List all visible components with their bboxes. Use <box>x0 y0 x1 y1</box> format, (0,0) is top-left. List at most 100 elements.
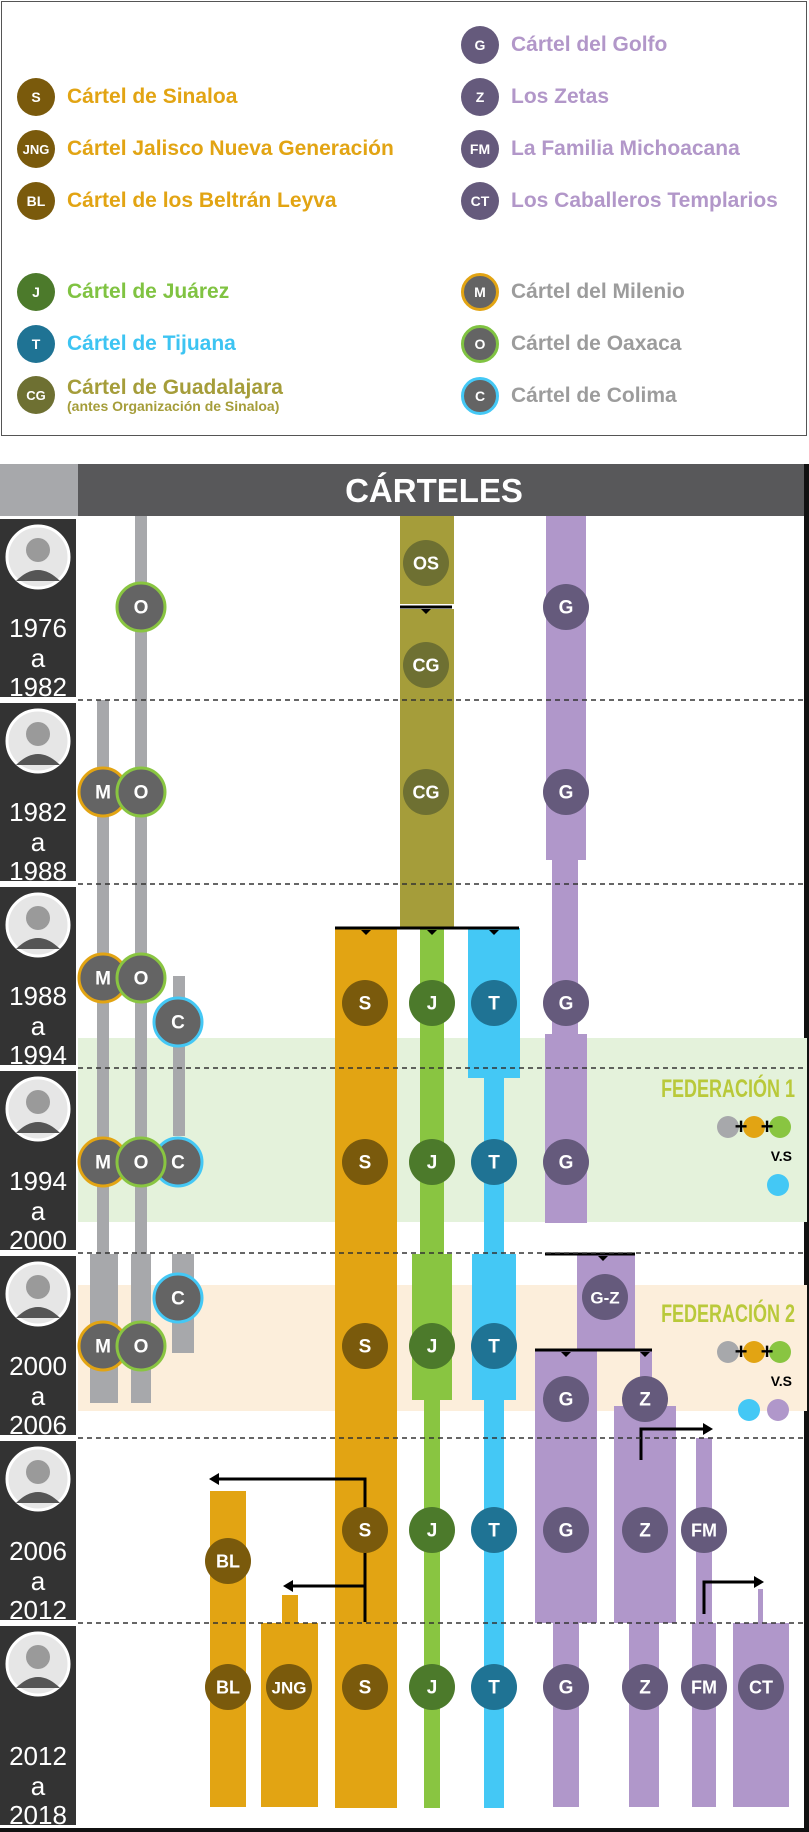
juarez-node-1994 <box>409 1139 455 1185</box>
juarez-node-1994-label: J <box>427 1153 438 1174</box>
fed1-dot-gray <box>717 1116 739 1138</box>
cjng-arrow-head <box>283 1580 293 1592</box>
os-node <box>403 540 449 586</box>
colima-node-1988-label: C <box>171 1013 185 1034</box>
zetas-node-2012-label: Z <box>639 1678 651 1699</box>
portrait-body-1 <box>16 570 60 581</box>
golfo-node-2012-label: G <box>559 1678 574 1699</box>
beltran-badge: BL <box>17 182 55 220</box>
sinaloa-node-1994-label: S <box>359 1153 372 1174</box>
guadalajara-badge: CG <box>17 376 55 414</box>
golfo-zetas-split-tick <box>561 1352 571 1357</box>
period-5-from: 2000 <box>9 1351 67 1381</box>
milenio-node-1994-label: M <box>95 1153 111 1174</box>
sinaloa-node-2012 <box>342 1664 388 1710</box>
golfo-zetas-node <box>582 1274 628 1320</box>
legend-label-beltran: Cártel de los Beltrán Leyva <box>67 189 337 212</box>
golfo-bar-2012 <box>553 1623 579 1807</box>
legend-label-milenio: Cártel del Milenio <box>511 280 685 303</box>
legend: G Cártel del Golfo S Cártel de Sinaloa Z… <box>1 1 807 436</box>
familia-node-2006-label: FM <box>691 1521 717 1541</box>
milenio-node-1988-label: M <box>95 969 111 990</box>
period-1-from: 1976 <box>9 613 67 643</box>
legend-item-colima: C Cártel de Colima <box>461 377 677 415</box>
period-3-to: 1994 <box>9 1040 67 1070</box>
portrait-head-7 <box>26 1645 50 1669</box>
tijuana-node-2006 <box>471 1507 517 1553</box>
familia-node-2012 <box>681 1664 727 1710</box>
cg-node-1982-label: CG <box>413 783 440 803</box>
tijuana-node-2006-label: T <box>488 1521 500 1542</box>
legend-item-oaxaca: O Cártel de Oaxaca <box>461 325 681 363</box>
oaxaca-node-2000 <box>115 1320 167 1372</box>
sinaloa-node-1988-label: S <box>359 994 372 1015</box>
golfo-node-1994-label: G <box>559 1153 574 1174</box>
juarez-node-2000 <box>409 1323 455 1369</box>
guadalajara-title: Cártel de Guadalajara <box>67 375 283 399</box>
beltran-node-2006-label: BL <box>216 1552 240 1572</box>
period-6-from: 2006 <box>9 1536 67 1566</box>
legend-label-tijuana: Cártel de Tijuana <box>67 332 236 355</box>
golfo-node-2012 <box>543 1664 589 1710</box>
portrait-body-7 <box>16 1677 60 1688</box>
legend-item-beltran: BL Cártel de los Beltrán Leyva <box>17 182 337 220</box>
federacion2-vs: V.S <box>771 1373 792 1389</box>
oaxaca-node-1988 <box>115 952 167 1004</box>
cjng-node-2012-label: JNG <box>272 1679 307 1698</box>
portrait-head-6 <box>26 1460 50 1484</box>
header-corner <box>0 464 78 516</box>
legend-label-sinaloa: Cártel de Sinaloa <box>67 85 238 108</box>
period-4-to: 2000 <box>9 1225 67 1255</box>
legend-label-zetas: Los Zetas <box>511 85 610 108</box>
golfo-bar-1994 <box>545 1034 587 1223</box>
familia-node-2006 <box>681 1507 727 1553</box>
juarez-node-1988-label: J <box>427 994 438 1015</box>
fed1-dot-orange <box>743 1116 765 1138</box>
zetas-node-2000 <box>622 1376 668 1422</box>
period-2-sep: a <box>31 827 46 857</box>
legend-item-tijuana: T Cártel de Tijuana <box>17 325 236 363</box>
fed2-dot-green <box>769 1341 791 1363</box>
zetas-split-tick <box>640 1352 650 1357</box>
colima-node-1994-label: C <box>171 1153 185 1174</box>
zetas-node-2006-label: Z <box>639 1521 651 1542</box>
legend-item-familia: FM La Familia Michoacana <box>461 130 740 168</box>
oaxaca-node-2000-label: O <box>134 1337 149 1358</box>
legend-label-colima: Cártel de Colima <box>511 384 677 407</box>
cg-node-1976-label: CG <box>413 656 440 676</box>
templarios-split-arrow <box>702 1580 757 1614</box>
golfo-node-2006 <box>543 1507 589 1553</box>
fed2-plus-1: + <box>735 1339 748 1364</box>
oaxaca-node-1976 <box>115 581 167 633</box>
sinaloa-node-1994 <box>342 1139 388 1185</box>
sinaloa-node-2000 <box>342 1323 388 1369</box>
templarios-badge: CT <box>461 182 499 220</box>
beltran-node-2006 <box>205 1538 251 1584</box>
beltran-node-2012-label: BL <box>216 1678 240 1698</box>
breakup-tick-2 <box>427 930 437 935</box>
sinaloa-node-2006 <box>342 1507 388 1553</box>
golfo-zetas-merge-tick <box>598 1256 608 1261</box>
templarios-bar <box>733 1623 789 1807</box>
beltran-arrow-head <box>209 1473 219 1485</box>
legend-item-guadalajara: CG Cártel de Guadalajara (antes Organizac… <box>17 376 283 414</box>
tijuana-badge: T <box>17 325 55 363</box>
golfo-badge: G <box>461 26 499 64</box>
zetas-node-2000-label: Z <box>639 1390 651 1411</box>
cjng-bar <box>261 1623 318 1807</box>
zetas-node-2006 <box>622 1507 668 1553</box>
tijuana-node-2012-label: T <box>488 1678 500 1699</box>
guadalajara-note: (antes Organización de Sinaloa) <box>67 397 280 414</box>
milenio-bar <box>97 700 109 1403</box>
cjng-badge: JNG <box>17 130 55 168</box>
templarios-bar-neck <box>758 1589 763 1623</box>
portrait-head-1 <box>26 538 50 562</box>
familia-node-2012-label: FM <box>691 1678 717 1698</box>
golfo-node-1988 <box>543 980 589 1026</box>
golfo-node-1994 <box>543 1139 589 1185</box>
fed1-plus-2: + <box>761 1114 774 1139</box>
sinaloa-node-2006-label: S <box>359 1521 372 1542</box>
zetas-bar-2012 <box>629 1623 659 1807</box>
portrait-body-2 <box>16 754 60 765</box>
legend-item-juarez: J Cártel de Juárez <box>17 273 229 311</box>
